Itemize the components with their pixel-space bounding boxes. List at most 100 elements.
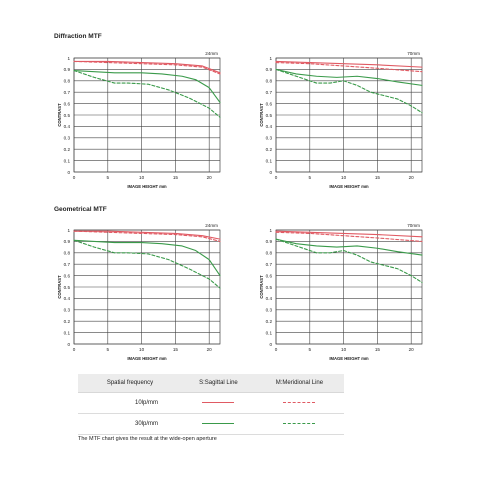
x-tick-label: 0 [275,175,278,180]
y-axis-label: CONTRAST [259,103,264,127]
legend-row-30lp: 30lp/mm [78,413,344,435]
focal-length-label: 24mm [205,223,218,228]
x-tick-label: 15 [375,175,381,180]
legend-sample-10lp-meridional [283,401,316,403]
plot-frame [275,57,423,173]
y-tick-label: 0.5 [64,113,71,118]
y-tick-label: 0 [269,170,272,175]
legend-header-sagittal: S:Sagittal Line [182,374,255,393]
y-tick-label: 0.7 [266,262,273,267]
y-tick-label: 0 [67,342,70,347]
x-tick-label: 10 [139,347,145,352]
y-tick-label: 0.7 [64,262,71,267]
legend-row-10lp: 10lp/mm [78,392,344,414]
x-tick-label: 15 [375,347,381,352]
legend-freq-10lp: 10lp/mm [78,392,182,414]
legend-sample-30lp-sagittal [202,422,235,424]
y-tick-label: 0.4 [266,124,273,129]
series-line-10lp-mm-m [275,231,423,242]
x-tick-label: 10 [139,175,145,180]
focal-length-label: 70mm [407,51,420,56]
x-tick-label: 15 [173,347,179,352]
series-line-30lp-mm-s [275,68,423,86]
x-axis-label: IMAGE HEIGHT mm [127,184,167,189]
y-tick-label: 1 [67,56,70,61]
y-tick-label: 0.1 [64,330,71,335]
legend-cell-30lp-sagittal [182,413,255,435]
y-tick-label: 0.8 [266,79,273,84]
series-line-30lp-mm-s [73,69,221,104]
series-line-10lp-mm-m [73,60,221,75]
mtf-chart-diffraction-24mm: 00.10.20.30.40.50.60.70.80.910 5 10 15 2024m… [57,51,221,189]
legend-sample-30lp-meridional [283,422,316,424]
mtf-chart-geometrical-24mm: 00.10.20.30.40.50.60.70.80.910 5 10 15 2024m… [57,223,221,361]
legend-header-frequency: Spatial frequency [78,374,182,393]
y-tick-label: 0 [67,170,70,175]
y-tick-label: 0.3 [266,308,273,313]
y-tick-label: 0.1 [64,158,71,163]
y-tick-label: 0.9 [266,67,273,72]
y-axis-label: CONTRAST [57,103,62,127]
y-axis-label: CONTRAST [259,275,264,299]
x-tick-label: 20 [207,347,213,352]
x-tick-label: 5 [309,347,312,352]
y-tick-label: 0.6 [266,101,273,106]
y-tick-label: 0.2 [64,319,71,324]
y-tick-label: 0.9 [64,67,71,72]
focal-length-label: 70mm [407,223,420,228]
y-tick-label: 0.9 [64,239,71,244]
x-axis-label: IMAGE HEIGHT mm [127,356,167,361]
x-tick-label: 5 [107,347,110,352]
y-tick-label: 0.8 [64,251,71,256]
footer-note: The MTF chart gives the result at the wi… [78,436,217,442]
x-tick-label: 5 [309,175,312,180]
series-line-30lp-mm-s [73,239,221,277]
y-tick-label: 1 [269,56,272,61]
x-tick-label: 20 [409,175,415,180]
x-tick-label: 10 [341,347,347,352]
y-tick-label: 0.2 [266,319,273,324]
x-tick-label: 0 [275,347,278,352]
y-tick-label: 0.4 [64,124,71,129]
x-tick-label: 10 [341,175,347,180]
y-tick-label: 0.5 [64,285,71,290]
plot-frame [73,229,221,345]
series-line-30lp-mm-m [73,239,221,289]
legend-cell-10lp-meridional [254,392,344,414]
y-axis-label: CONTRAST [57,275,62,299]
x-tick-label: 20 [409,347,415,352]
series-line-10lp-mm-s [73,60,221,74]
x-tick-label: 20 [207,175,213,180]
legend-sample-10lp-sagittal [202,401,235,403]
mtf-chart-geometrical-70mm: 00.10.20.30.40.50.60.70.80.910 5 10 15 2070m… [259,223,423,361]
legend-freq-30lp: 30lp/mm [78,413,182,435]
mtf-chart-diffraction-70mm: 00.10.20.30.40.50.60.70.80.910 5 10 15 2070m… [259,51,423,189]
y-tick-label: 0.8 [64,79,71,84]
series-line-10lp-mm-s [275,60,423,68]
y-tick-label: 1 [269,228,272,233]
series-line-10lp-mm-s [73,230,221,240]
focal-length-label: 24mm [205,51,218,56]
y-tick-label: 0.6 [64,101,71,106]
y-tick-label: 0.6 [266,273,273,278]
x-tick-label: 0 [73,347,76,352]
y-tick-label: 0.7 [64,90,71,95]
x-tick-label: 0 [73,175,76,180]
plot-frame [275,229,423,345]
y-tick-label: 0.3 [64,136,71,141]
y-tick-label: 1 [67,228,70,233]
y-tick-label: 0 [269,342,272,347]
y-tick-label: 0.3 [266,136,273,141]
y-tick-label: 0.2 [64,147,71,152]
y-tick-label: 0.6 [64,273,71,278]
legend-cell-30lp-meridional [254,413,344,435]
y-tick-label: 0.1 [266,330,273,335]
legend-table: Spatial frequency S:Sagittal Line M:Meri… [78,374,344,435]
series-line-30lp-mm-m [275,68,423,114]
y-tick-label: 0.4 [64,296,71,301]
series-line-10lp-mm-s [275,230,423,238]
series-line-30lp-mm-m [275,238,423,283]
y-tick-label: 0.9 [266,239,273,244]
x-tick-label: 15 [173,175,179,180]
x-tick-label: 5 [107,175,110,180]
